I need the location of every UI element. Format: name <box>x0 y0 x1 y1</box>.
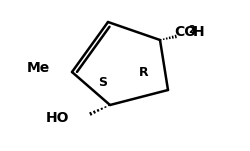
Text: H: H <box>192 25 204 39</box>
Text: CO: CO <box>173 25 195 39</box>
Text: 2: 2 <box>187 25 194 35</box>
Text: HO: HO <box>46 111 70 125</box>
Text: S: S <box>98 76 107 88</box>
Text: Me: Me <box>26 61 50 75</box>
Text: R: R <box>139 66 148 79</box>
